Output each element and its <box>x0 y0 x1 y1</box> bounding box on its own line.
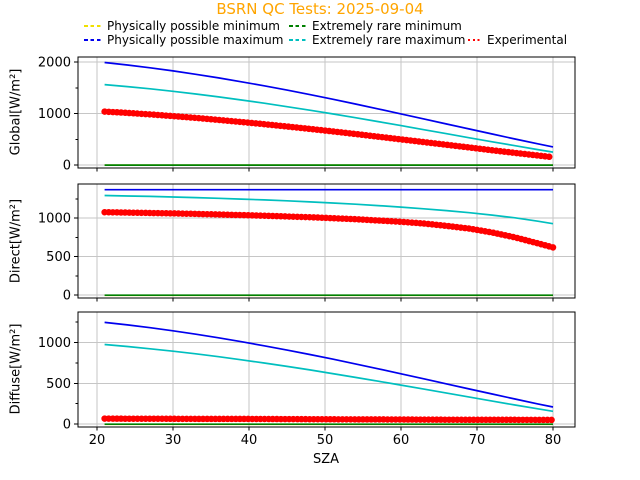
series-exp-direct <box>101 208 557 251</box>
y-tick-label: 1000 <box>38 212 71 227</box>
series-ppmax-diffuse <box>104 321 554 408</box>
series-ermax-direct <box>104 194 554 225</box>
subplot-direct: 0 500 1000 <box>38 183 576 304</box>
subplot-diffuse: 0 500 1000 20 30 40 50 60 70 80 <box>38 311 576 448</box>
legend-item-physically-possible-maximum: Physically possible maximum <box>84 33 283 47</box>
legend-label: Experimental <box>487 33 568 47</box>
y-tick-label: 0 <box>63 418 71 433</box>
legend-label: Extremely rare minimum <box>312 19 462 33</box>
y-tick-label: 1000 <box>38 107 71 122</box>
dashed-line-sample <box>289 39 307 41</box>
legend-item-experimental: Experimental <box>468 33 567 47</box>
x-tick-label: 20 <box>89 433 106 448</box>
legend-item-extremely-rare-maximum: Extremely rare maximum <box>289 33 465 47</box>
legend-label: Physically possible maximum <box>107 33 284 47</box>
y-tick-label: 0 <box>63 289 71 304</box>
x-tick-label: 30 <box>165 433 182 448</box>
dashed-line-sample <box>84 39 102 41</box>
dashed-line-sample <box>289 25 307 27</box>
dotted-line-sample <box>468 38 482 42</box>
x-tick-label: 70 <box>469 433 486 448</box>
legend-item-physically-possible-minimum: Physically possible minimum <box>84 19 280 33</box>
y-tick-label: 500 <box>46 377 71 392</box>
axes-frame <box>77 56 576 169</box>
axes-frame <box>77 183 576 299</box>
series-ppmax-global <box>104 61 554 148</box>
dashed-line-sample <box>84 25 102 27</box>
series-ermax-diffuse <box>104 343 554 413</box>
axes-frame <box>77 311 576 428</box>
x-tick-label: 80 <box>545 433 562 448</box>
series-exp-global <box>101 108 557 161</box>
x-tick-label: 50 <box>317 433 334 448</box>
chart-title: BSRN QC Tests: 2025-09-04 <box>216 0 424 18</box>
y-tick-label: 0 <box>63 159 71 174</box>
y-tick-label: 2000 <box>38 56 71 71</box>
y-tick-label: 500 <box>46 250 71 265</box>
legend-label: Extremely rare maximum <box>312 33 466 47</box>
legend-item-extremely-rare-minimum: Extremely rare minimum <box>289 19 462 33</box>
subplot-global: 0 1000 2000 <box>38 56 576 174</box>
series-exp-diffuse <box>101 415 557 424</box>
legend-label: Physically possible minimum <box>107 19 280 33</box>
x-tick-label: 60 <box>393 433 410 448</box>
series-ermax-global <box>104 83 554 153</box>
y-tick-label: 1000 <box>38 336 71 351</box>
x-tick-label: 40 <box>241 433 258 448</box>
x-axis-label: SZA <box>312 452 340 467</box>
